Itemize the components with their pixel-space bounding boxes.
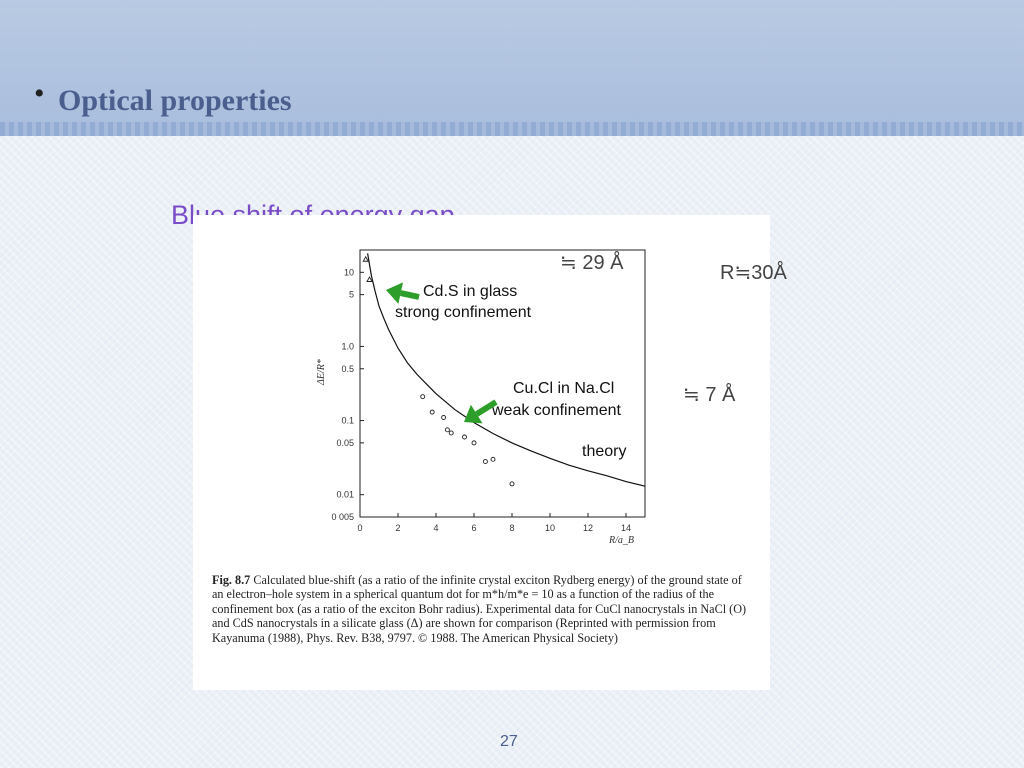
cucl-label-line1: Cu.Cl in Na.Cl: [513, 380, 614, 397]
cds-arrow-shaft: [400, 290, 420, 300]
y-tick-label: 0.01: [336, 490, 354, 500]
cucl-data-point: [462, 434, 467, 440]
cucl-arrow-head: [464, 404, 483, 424]
y-tick-label: 0 005: [331, 512, 354, 522]
blue-shift-chart: 0 2 4 6 8 10 12 14 10 5 1.0 0.5 0.1 0.05 0.01 0 005 R/a_…: [316, 249, 646, 546]
cds-label-line2: strong confinement: [395, 304, 532, 321]
figure-caption: Fig. 8.7 Calculated blue-shift (as a rat…: [212, 573, 752, 645]
theory-curve-group: [367, 253, 646, 487]
cucl-data-point: [490, 456, 496, 462]
x-tick-label: 14: [621, 523, 631, 533]
data-points-group: [362, 255, 515, 487]
cucl-label-line2: weak confinement: [491, 402, 622, 419]
theory-label: theory: [582, 443, 626, 460]
x-tick-label: 4: [433, 523, 438, 533]
cucl-data-point: [429, 409, 435, 415]
x-tick-label: 6: [471, 523, 476, 533]
y-axis-title: ΔE/R*: [316, 359, 327, 386]
radius-7a-note: ≒ 7 Å: [683, 384, 736, 406]
page-number: 27: [500, 733, 518, 750]
y-tick-label: 10: [344, 267, 354, 277]
cds-data-point: [366, 276, 373, 282]
cucl-data-point: [441, 415, 447, 420]
header-band: [0, 122, 1024, 136]
cucl-data-point: [420, 394, 426, 400]
cucl-data-point: [444, 427, 450, 433]
x-tick-label: 12: [583, 523, 593, 533]
arrows-group: [386, 282, 498, 424]
cucl-arrow-shaft: [475, 399, 498, 417]
cucl-data-point: [448, 430, 454, 436]
bullet-glyph: •: [34, 77, 45, 110]
cds-label-line1: Cd.S in glass: [423, 283, 517, 300]
y-tick-label: 0.1: [341, 416, 354, 426]
x-tick-label: 0: [357, 523, 362, 533]
y-tick-label: 0.05: [336, 438, 354, 448]
cds-arrow-head: [386, 282, 403, 304]
plot-frame: [359, 249, 646, 518]
theory-curve: [367, 253, 646, 487]
cucl-data-point: [482, 459, 488, 464]
slide-title: Optical properties: [58, 84, 292, 117]
slide-header: [0, 0, 1024, 132]
y-tick-label: 1.0: [341, 341, 354, 351]
x-tick-label: 8: [509, 523, 514, 533]
chart-axes: 0 2 4 6 8 10 12 14 10 5 1.0 0.5 0.1 0.05 0.01 0 005 R/a_…: [316, 249, 646, 546]
caption-text: Calculated blue-shift (as a ratio of the…: [212, 573, 747, 645]
cucl-data-point: [471, 440, 477, 446]
annotations-group: Cd.S in glass strong confinement Cu.Cl i…: [395, 251, 626, 460]
caption-label: Fig. 8.7: [212, 573, 251, 587]
cucl-data-point: [509, 481, 515, 487]
figure-panel: 0 2 4 6 8 10 12 14 10 5 1.0 0.5 0.1 0.05 0.01 0 005 R/a_…: [193, 215, 770, 690]
y-tick-label: 5: [349, 290, 354, 300]
radius-30a-note: R≒30Å: [720, 262, 787, 284]
x-axis-title: R/a_B: [608, 535, 634, 546]
approx-29a-label: ≒ 29 Å: [560, 251, 624, 274]
cds-data-point: [362, 255, 369, 262]
x-tick-label: 2: [395, 523, 400, 533]
x-tick-label: 10: [545, 523, 555, 533]
y-tick-label: 0.5: [341, 364, 354, 374]
